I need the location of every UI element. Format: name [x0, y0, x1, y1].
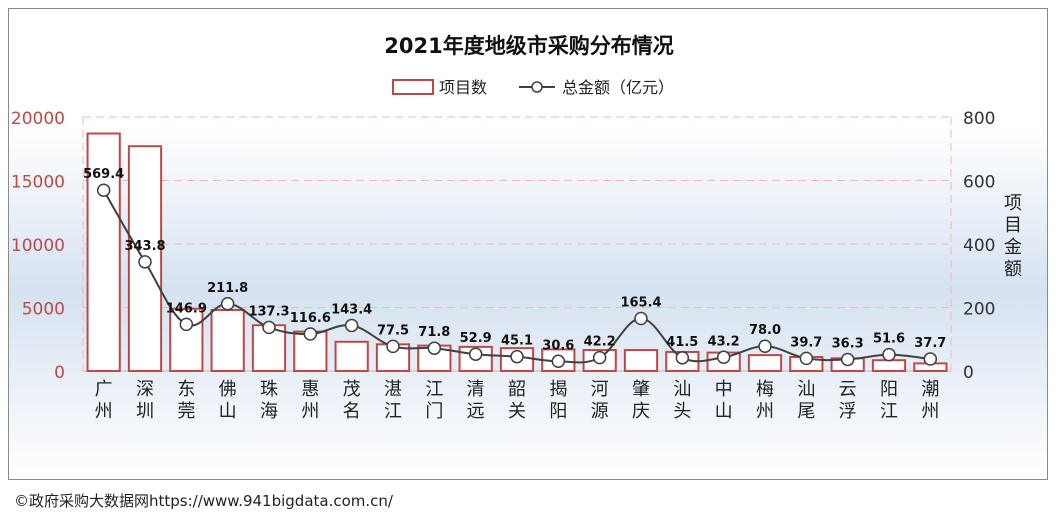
amount-label-湛江: 77.5 [377, 323, 409, 338]
left-axis-tick: 10000 [11, 236, 65, 256]
left-axis-tick: 15000 [11, 173, 65, 193]
legend-bar-swatch [392, 79, 434, 95]
category-label-潮州: 潮州 [921, 379, 939, 422]
category-label-汕尾: 汕尾 [797, 379, 815, 422]
amount-label-梅州: 78.0 [749, 323, 781, 338]
category-label-阳江: 阳江 [880, 379, 898, 422]
category-label-梅州: 梅州 [756, 379, 774, 422]
bar-佛山 [210, 309, 245, 373]
category-label-云浮: 云浮 [839, 379, 857, 422]
amount-label-深圳: 343.8 [124, 239, 165, 254]
category-label-佛山: 佛山 [219, 379, 237, 422]
amount-marker-揭阳 [551, 354, 566, 369]
amount-marker-深圳 [138, 255, 152, 269]
category-label-深圳: 深圳 [136, 379, 154, 422]
right-axis-tick: 200 [963, 300, 995, 320]
footer-credit: ©政府采购大数据网https://www.941bigdata.com.cn/ [14, 492, 393, 510]
amount-label-茂名: 143.4 [331, 302, 372, 317]
amount-marker-东莞 [179, 317, 194, 332]
amount-label-河源: 42.2 [584, 335, 616, 350]
bar-梅州 [747, 354, 783, 372]
category-label-清远: 清远 [467, 379, 485, 422]
left-axis-tick: 0 [54, 363, 65, 383]
category-label-肇庆: 肇庆 [632, 379, 650, 422]
category-label-东莞: 东莞 [177, 379, 195, 422]
amount-label-惠州: 116.6 [290, 311, 331, 326]
category-label-河源: 河源 [591, 379, 609, 422]
amount-marker-潮州 [923, 352, 938, 366]
amount-marker-湛江 [386, 339, 400, 354]
legend-bar-label: 项目数 [439, 78, 487, 97]
bar-阳江 [871, 359, 907, 372]
amount-marker-肇庆 [634, 311, 648, 326]
amount-marker-云浮 [840, 352, 855, 367]
amount-marker-佛山 [220, 297, 235, 311]
amount-label-潮州: 37.7 [914, 336, 946, 351]
legend-line-marker [531, 81, 543, 93]
left-axis-tick: 5000 [22, 300, 65, 320]
amount-label-汕头: 41.5 [666, 335, 698, 350]
amount-marker-广州 [96, 183, 111, 197]
category-label-揭阳: 揭阳 [549, 379, 567, 422]
category-label-广州: 广州 [95, 379, 113, 422]
right-axis-label: 项目金额 [1004, 193, 1022, 280]
amount-marker-江门 [427, 341, 442, 355]
amount-label-东莞: 146.9 [166, 301, 207, 316]
category-label-湛江: 湛江 [384, 379, 402, 422]
amount-label-珠海: 137.3 [248, 304, 289, 319]
chart-title: 2021年度地级市采购分布情况 [384, 34, 673, 58]
amount-label-阳江: 51.6 [873, 332, 905, 347]
amount-marker-梅州 [758, 339, 772, 353]
amount-label-江门: 71.8 [418, 325, 450, 340]
amount-marker-河源 [592, 350, 607, 365]
amount-marker-汕头 [675, 351, 690, 365]
amount-marker-阳江 [882, 347, 896, 362]
category-label-江门: 江门 [425, 379, 443, 422]
amount-marker-韶关 [510, 349, 524, 364]
category-label-韶关: 韶关 [508, 379, 526, 422]
bar-茂名 [334, 340, 369, 373]
amount-marker-中山 [716, 350, 731, 365]
amount-label-佛山: 211.8 [207, 281, 248, 296]
amount-label-清远: 52.9 [460, 331, 492, 346]
right-axis-tick: 800 [963, 109, 995, 129]
category-label-汕头: 汕头 [673, 379, 691, 422]
amount-marker-茂名 [344, 318, 359, 333]
right-axis-tick: 0 [963, 363, 974, 383]
amount-marker-珠海 [262, 320, 276, 335]
amount-label-肇庆: 165.4 [620, 295, 661, 310]
amount-label-韶关: 45.1 [501, 334, 533, 349]
right-axis-tick: 400 [963, 236, 995, 256]
amount-label-揭阳: 30.6 [542, 338, 574, 353]
amount-marker-惠州 [303, 327, 318, 341]
left-axis-tick: 20000 [11, 109, 65, 129]
category-label-茂名: 茂名 [343, 379, 361, 422]
bar-肇庆 [623, 349, 659, 373]
category-label-中山: 中山 [715, 379, 733, 422]
legend-line-label: 总金额（亿元） [562, 78, 674, 97]
amount-marker-清远 [468, 347, 483, 361]
category-label-珠海: 珠海 [260, 379, 278, 422]
amount-label-云浮: 36.3 [832, 336, 864, 351]
amount-label-汕尾: 39.7 [790, 335, 822, 350]
category-label-惠州: 惠州 [301, 379, 319, 422]
amount-label-广州: 569.4 [83, 167, 124, 182]
chart-container: 2021年度地级市采购分布情况项目数 总金额（亿元） 0 5000 10000 15000… [8, 8, 1048, 480]
amount-marker-汕尾 [799, 351, 814, 366]
bar-广州 [86, 132, 121, 373]
right-axis-tick: 600 [963, 173, 995, 193]
amount-label-中山: 43.2 [708, 334, 740, 349]
